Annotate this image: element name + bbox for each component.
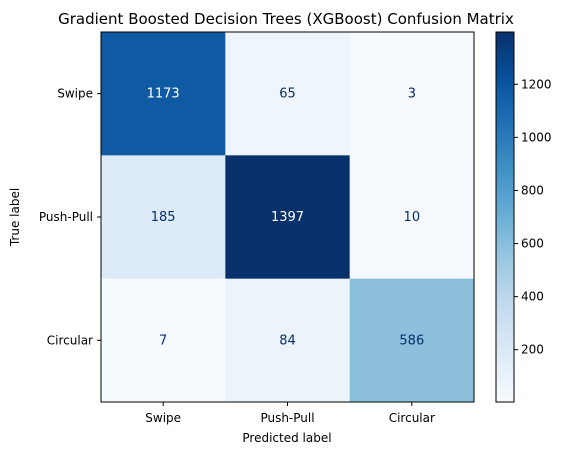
- chart-title: Gradient Boosted Decision Trees (XGBoost…: [58, 10, 514, 28]
- x-tick-label: Circular: [389, 411, 435, 425]
- colorbar-tick-label: 1200: [521, 77, 552, 91]
- heatmap-cells: [101, 32, 475, 403]
- heatmap-cell: [349, 278, 475, 403]
- heatmap-cell: [225, 155, 351, 280]
- cell-value-label: 3: [408, 87, 416, 102]
- y-axis-ticks: Swipe Push-Pull Circular: [39, 87, 101, 347]
- colorbar-tick-label: 800: [521, 183, 544, 197]
- colorbar-tick-label: 1000: [521, 130, 552, 144]
- x-tick-label: Swipe: [145, 411, 181, 425]
- y-axis-label: True label: [8, 188, 22, 247]
- heatmap-cell: [101, 155, 226, 280]
- colorbar-tick-label: 400: [521, 290, 544, 304]
- heatmap-cell: [225, 32, 351, 156]
- heatmap-cell: [349, 32, 475, 156]
- cell-value-label: 10: [404, 210, 421, 225]
- cell-value-label: 84: [279, 333, 296, 348]
- cell-value-label: 1173: [147, 87, 180, 102]
- y-tick-label: Swipe: [57, 87, 93, 101]
- x-axis-label: Predicted label: [242, 431, 331, 445]
- heatmap-cell: [225, 278, 351, 403]
- cell-value-labels: 1173 65 3 185 1397 10 7 84 586: [147, 87, 425, 349]
- colorbar: [495, 31, 515, 403]
- cell-value-label: 65: [279, 87, 296, 102]
- cell-value-label: 7: [159, 333, 167, 348]
- cell-value-label: 586: [399, 333, 424, 348]
- colorbar-tick-label: 600: [521, 237, 544, 251]
- heatmap-cell: [101, 278, 226, 403]
- y-tick-label: Push-Pull: [39, 210, 93, 224]
- x-tick-label: Push-Pull: [260, 411, 314, 425]
- cell-value-label: 1397: [271, 210, 304, 225]
- heatmap-cell: [349, 155, 475, 280]
- x-axis-ticks: Swipe Push-Pull Circular: [145, 402, 435, 425]
- colorbar-tick-label: 200: [521, 343, 544, 357]
- cell-value-label: 185: [151, 210, 176, 225]
- y-tick-label: Circular: [47, 333, 93, 347]
- colorbar-ticks: 200 400 600 800 1000 1200: [514, 77, 552, 357]
- heatmap-cell: [101, 32, 226, 156]
